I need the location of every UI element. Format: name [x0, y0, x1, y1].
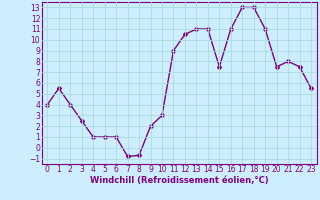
X-axis label: Windchill (Refroidissement éolien,°C): Windchill (Refroidissement éolien,°C) [90, 176, 268, 185]
